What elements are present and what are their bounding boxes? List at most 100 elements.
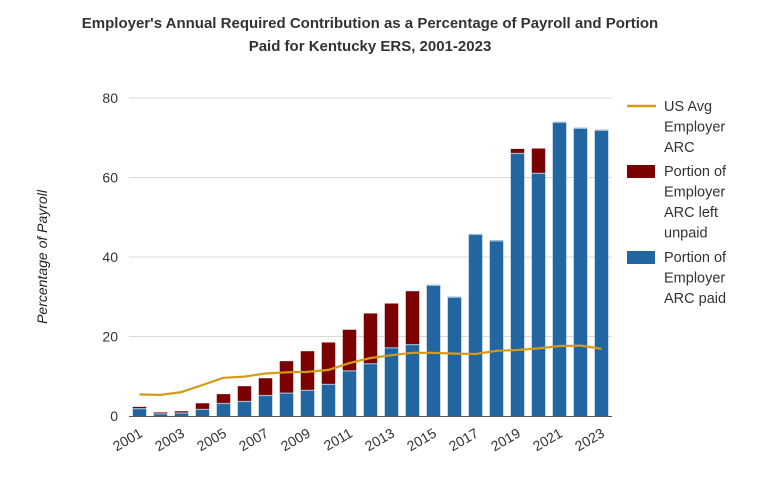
legend-label-portion-of-employer-arc-left-unpaid: Portion of Employer ARC left unpaid <box>664 164 727 242</box>
x-tick-label-2005: 2005 <box>194 425 229 455</box>
bar-paid-cap-2021 <box>552 121 567 124</box>
legend-label-line: ARC <box>664 140 695 156</box>
legend-swatch-portion-of-employer-arc-paid <box>627 251 655 264</box>
legend-label-us-avg-employer-arc: US Avg Employer ARC <box>664 99 725 156</box>
bar-paid-cap-2016 <box>447 296 462 298</box>
bar-paid-2010 <box>321 383 336 416</box>
bar-paid-cap-2005 <box>216 402 231 405</box>
bar-unpaid-2010 <box>321 342 336 384</box>
x-tick-label-2007: 2007 <box>236 425 271 455</box>
bar-paid-2004 <box>195 408 210 416</box>
bar-paid-2013 <box>384 347 399 416</box>
bar-unpaid-2020 <box>531 148 546 173</box>
bar-paid-cap-2009 <box>300 389 315 391</box>
bar-paid-cap-2018 <box>489 240 504 242</box>
bar-paid-cap-2002 <box>153 413 168 415</box>
bar-paid-2002 <box>153 413 168 416</box>
chart-title-line-1: Employer's Annual Required Contribution … <box>81 15 659 32</box>
bar-paid-cap-2011 <box>342 370 357 372</box>
bar-paid-2001 <box>132 408 147 416</box>
chart-title: Employer's Annual Required Contribution … <box>40 12 700 58</box>
bar-paid-cap-2006 <box>237 400 252 403</box>
legend-label-line: Employer <box>664 271 725 287</box>
bar-paid-cap-2014 <box>405 344 420 346</box>
legend-label-line: Portion of <box>664 250 727 266</box>
bar-paid-cap-2022 <box>573 127 588 130</box>
bar-unpaid-2013 <box>384 303 399 348</box>
legend-label-line: Employer <box>664 185 725 201</box>
x-tick-label-2001: 2001 <box>110 425 145 455</box>
legend-label-line: ARC left <box>664 205 718 221</box>
bar-paid-2019 <box>510 152 525 417</box>
legend-label-line: ARC paid <box>664 291 726 307</box>
x-tick-label-2021: 2021 <box>530 425 565 455</box>
x-tick-label-2017: 2017 <box>446 425 481 455</box>
bars <box>132 121 609 417</box>
bar-unpaid-2005 <box>216 394 231 403</box>
bar-unpaid-2008 <box>279 361 294 393</box>
x-tick-label-2023: 2023 <box>572 425 607 455</box>
bar-unpaid-2003 <box>174 411 189 413</box>
bar-paid-cap-2020 <box>531 172 546 174</box>
bar-paid-2003 <box>174 412 189 416</box>
bar-paid-2011 <box>342 370 357 416</box>
bar-unpaid-2012 <box>363 313 378 364</box>
bar-paid-2015 <box>426 284 441 416</box>
bar-unpaid-2019 <box>510 148 525 153</box>
legend: US Avg Employer ARC Portion of Employer ARC l… <box>627 99 727 307</box>
x-tick-label-2009: 2009 <box>278 425 313 455</box>
y-tick-label-60: 60 <box>102 170 118 186</box>
bar-unpaid-2007 <box>258 378 273 395</box>
us-avg-line <box>139 344 602 396</box>
bar-unpaid-2001 <box>132 406 147 409</box>
bar-paid-2022 <box>573 127 588 416</box>
y-tick-label-20: 20 <box>102 329 118 345</box>
y-tick-label-40: 40 <box>102 249 118 265</box>
bar-paid-cap-2007 <box>258 394 273 397</box>
bar-paid-2009 <box>300 389 315 416</box>
bar-paid-2020 <box>531 172 546 416</box>
bar-paid-cap-2017 <box>468 233 483 236</box>
legend-label-line: unpaid <box>664 226 708 242</box>
bar-paid-cap-2001 <box>132 408 147 410</box>
bar-paid-2005 <box>216 402 231 416</box>
bar-paid-cap-2015 <box>426 284 441 287</box>
legend-label-portion-of-employer-arc-paid: Portion of Employer ARC paid <box>664 250 727 307</box>
bar-unpaid-2006 <box>237 386 252 401</box>
legend-swatch-portion-of-employer-arc-left-unpaid <box>627 165 655 178</box>
bar-paid-2008 <box>279 392 294 416</box>
bar-paid-2018 <box>489 240 504 416</box>
y-tick-label-0: 0 <box>110 408 118 424</box>
bar-paid-cap-2003 <box>174 412 189 414</box>
bar-paid-cap-2019 <box>510 152 525 155</box>
bar-paid-2017 <box>468 233 483 416</box>
bar-paid-2016 <box>447 296 462 416</box>
bar-paid-2021 <box>552 121 567 416</box>
bar-paid-2006 <box>237 400 252 416</box>
legend-label-line: Portion of <box>664 164 727 180</box>
legend-label-line: Employer <box>664 120 725 136</box>
chart-title-line-2: Paid for Kentucky ERS, 2001-2023 <box>248 38 492 55</box>
bar-paid-2023 <box>594 129 609 417</box>
us-avg-line-group <box>139 344 602 396</box>
bar-paid-cap-2010 <box>321 383 336 386</box>
x-tick-label-2003: 2003 <box>152 425 187 455</box>
x-tick-label-2013: 2013 <box>362 425 397 455</box>
x-tick-label-2015: 2015 <box>404 425 439 455</box>
legend-label-line: US Avg <box>664 99 712 115</box>
bar-paid-2007 <box>258 394 273 416</box>
x-tick-label-2019: 2019 <box>488 425 523 455</box>
bar-paid-2014 <box>405 344 420 416</box>
bar-unpaid-2014 <box>405 291 420 345</box>
bar-paid-cap-2023 <box>594 129 609 131</box>
bar-unpaid-2009 <box>300 351 315 390</box>
bar-unpaid-2011 <box>342 329 357 371</box>
bar-unpaid-2002 <box>153 412 168 414</box>
bar-paid-cap-2008 <box>279 392 294 394</box>
bar-paid-2012 <box>363 363 378 416</box>
y-axis-label: Percentage of Payroll <box>34 189 50 324</box>
bar-unpaid-2004 <box>195 403 210 409</box>
bar-paid-cap-2004 <box>195 408 210 411</box>
y-tick-label-80: 80 <box>102 90 118 106</box>
